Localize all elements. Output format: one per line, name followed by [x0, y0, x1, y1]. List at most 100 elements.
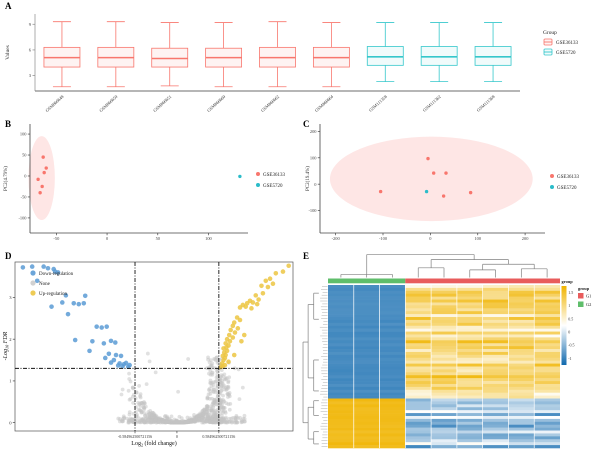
svg-text:0: 0 [106, 236, 109, 241]
pca-chart-c: -200 -100 0 100 200 -100 0 100 200 PC2(19.4%) GSE3… [306, 124, 579, 241]
svg-text:GSE5720: GSE5720 [557, 186, 577, 191]
svg-text:GSM111362: GSM111362 [422, 94, 442, 113]
group-legend: group G1 G2 [578, 286, 591, 307]
pca-chart-b: -50 0 50 100 -100 -50 0 50 100 PC2(4.79%) GSE36133… [4, 124, 285, 241]
svg-text:None: None [39, 282, 51, 287]
panel-b-pca: B -50 0 50 100 -100 -50 0 50 100 PC2(4.79%) GSE361… [0, 118, 300, 250]
svg-text:Values: Values [5, 45, 11, 60]
svg-text:0: 0 [9, 420, 12, 425]
box-sample [97, 21, 135, 88]
svg-text:0: 0 [429, 236, 432, 241]
svg-text:-Log10 FDR: -Log10 FDR [3, 331, 10, 360]
confidence-ellipse [329, 136, 533, 222]
heatmap-cells [328, 285, 560, 449]
heatmap-chart: group 1.5 1 0.5 0 -0.5 -1 group G1 G2 [302, 254, 591, 449]
legend-group: GSE36133 GSE5720 [256, 172, 285, 189]
pca-point [38, 191, 42, 195]
svg-text:GSM866660: GSM866660 [206, 93, 227, 112]
svg-text:Up-regulation: Up-regulation [39, 292, 68, 297]
svg-text:-100: -100 [18, 216, 27, 221]
svg-text:200: 200 [522, 236, 529, 241]
svg-text:3: 3 [9, 295, 12, 300]
svg-text:PC2(4.79%): PC2(4.79%) [4, 166, 9, 191]
box-sample [366, 22, 404, 82]
panel-b-label: B [5, 119, 12, 129]
svg-text:100: 100 [310, 155, 317, 160]
svg-text:200: 200 [310, 129, 317, 134]
svg-text:-100: -100 [308, 208, 317, 213]
box-sample [151, 22, 189, 87]
svg-text:GSM866648: GSM866648 [44, 93, 65, 112]
pca-point [424, 189, 429, 194]
svg-text:0: 0 [176, 434, 178, 439]
panel-c-label: C [303, 119, 310, 129]
box-sample [312, 22, 350, 88]
box-sample [205, 22, 243, 88]
column-dendrogram [340, 254, 548, 278]
box-sample [474, 22, 512, 82]
svg-text:1: 1 [9, 379, 12, 384]
svg-text:GSE5720: GSE5720 [556, 51, 576, 56]
pca-point [426, 156, 430, 161]
svg-text:Group: Group [543, 30, 557, 36]
panel-a-boxplots: A 3 6 9 Values GSM866648 GSM866650 GSM866651 GS… [0, 0, 600, 118]
svg-text:9: 9 [29, 22, 32, 27]
legend-group: GSE36133 GSE5720 [550, 174, 579, 191]
svg-text:1: 1 [568, 303, 570, 308]
panel-c-pca: C -200 -100 0 100 200 -100 0 100 200 PC2(19.4%) GS… [300, 118, 600, 250]
svg-text:group: group [578, 286, 590, 291]
svg-text:GSE36133: GSE36133 [557, 175, 579, 180]
svg-text:GSM866651: GSM866651 [152, 94, 172, 113]
svg-text:50: 50 [22, 153, 27, 158]
heatmap-colorbar [561, 286, 567, 365]
pca-point [378, 189, 383, 194]
panel-e-label: E [303, 251, 310, 261]
svg-text:-1: -1 [568, 356, 571, 361]
pca-series [36, 155, 48, 195]
boxplot-chart: 3 6 9 Values GSM866648 GSM866650 GSM866651 GSM8… [5, 14, 578, 113]
box-sample [420, 22, 458, 82]
svg-text:-0.5: -0.5 [568, 343, 574, 348]
svg-text:3: 3 [29, 73, 32, 78]
svg-text:6: 6 [29, 48, 32, 53]
svg-text:0: 0 [568, 329, 570, 334]
svg-text:0.5: 0.5 [568, 316, 573, 321]
volcano-up-points [218, 263, 292, 370]
svg-text:GSM866662: GSM866662 [260, 94, 280, 113]
svg-text:0.584962500721156: 0.584962500721156 [202, 434, 235, 439]
svg-text:GSE5720: GSE5720 [263, 184, 283, 189]
pca-point [238, 174, 242, 179]
svg-text:-0.584962500721156: -0.584962500721156 [118, 434, 152, 439]
svg-text:Down-regulation: Down-regulation [39, 272, 74, 277]
box-sample [43, 21, 81, 88]
panel-d-volcano: D 0 1 2 3 -0.584962500721156 0 0.5849625007211… [0, 250, 300, 450]
pca-point [468, 190, 473, 195]
pca-point [431, 171, 436, 175]
pca-point [36, 177, 40, 182]
svg-text:0: 0 [24, 174, 27, 179]
svg-text:GSM111358: GSM111358 [368, 93, 389, 112]
svg-text:-50: -50 [21, 195, 28, 200]
volcano-down-points [20, 264, 132, 370]
svg-text:GSM866650: GSM866650 [98, 93, 119, 112]
svg-text:100: 100 [474, 236, 481, 241]
pca-point [444, 171, 448, 175]
pca-point [40, 184, 44, 189]
column-annotation-bar [328, 278, 560, 284]
svg-text:PC2(19.4%): PC2(19.4%) [306, 166, 311, 191]
svg-text:-100: -100 [379, 236, 388, 241]
svg-text:1.5: 1.5 [568, 290, 573, 295]
legend-group: Down-regulation None Up-regulation [30, 270, 74, 297]
svg-text:Log2 (fold change): Log2 (fold change) [131, 440, 176, 448]
panel-e-heatmap: E group 1.5 1 0.5 0 -0.5 -1 group G1 G2 [300, 250, 600, 450]
svg-text:GSM111368: GSM111368 [476, 93, 497, 112]
pca-series [238, 174, 242, 179]
svg-text:-200: -200 [332, 236, 341, 241]
svg-text:100: 100 [20, 132, 27, 137]
row-dendrogram [302, 286, 328, 447]
pca-series [378, 156, 473, 198]
svg-text:-50: -50 [53, 236, 60, 241]
svg-text:2: 2 [9, 337, 12, 342]
svg-text:GSM866664: GSM866664 [314, 93, 335, 112]
